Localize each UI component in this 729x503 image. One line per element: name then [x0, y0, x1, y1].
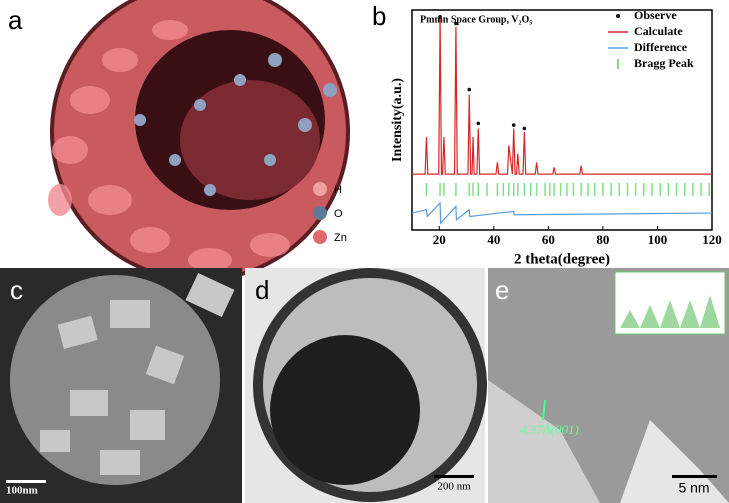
chart-title: Pmmn Space Group, V₂O₅ [420, 14, 532, 25]
x-tick-label: 80 [596, 232, 609, 247]
data-point [438, 14, 442, 19]
panel-a: H O Zn a [8, 0, 350, 282]
sphere-inner [180, 80, 320, 200]
panel-d: d 200 nm [245, 268, 487, 503]
legend-label: Difference [634, 40, 688, 54]
panel-label: c [10, 275, 23, 305]
data-point [454, 21, 458, 26]
data-point [476, 121, 481, 126]
legend-o-marker [313, 206, 327, 220]
legend-marker [616, 14, 620, 18]
hrtem-region [620, 420, 729, 503]
data-point [522, 126, 527, 131]
series-line [411, 201, 713, 225]
scale-label: 100nm [6, 485, 38, 497]
legend-label: Zn [334, 232, 347, 244]
legend-label: O [334, 208, 343, 220]
particles [48, 20, 290, 272]
panel-label: a [8, 5, 23, 35]
scale-label: 5 nm [678, 480, 709, 496]
tem-core [270, 335, 420, 485]
scale-bar [434, 475, 474, 478]
panel-label: d [255, 275, 269, 305]
panel-e: 4.37Å(001) e 5 nm [488, 268, 729, 503]
sem-flakes [40, 272, 235, 475]
data-point [467, 87, 472, 92]
y-axis-title: Intensity(a.u.) [390, 78, 405, 162]
inset-profile [620, 295, 720, 328]
x-tick-label: 60 [542, 232, 555, 247]
legend-label: H [334, 184, 342, 196]
panel-b: b Pmmn Space Group, V₂O₅ 2 theta(degree)… [372, 1, 722, 268]
x-tick-label: 100 [648, 232, 668, 247]
series-line [412, 18, 712, 175]
legend-label: Observe [634, 8, 677, 22]
scale-bar [6, 480, 46, 483]
annotation: 4.37Å(001) [520, 422, 579, 437]
x-axis-title: 2 theta(degree) [514, 251, 610, 267]
legend-zn-marker [313, 230, 327, 244]
hrtem-region [488, 380, 600, 503]
x-tick-label: 40 [487, 232, 500, 247]
legend-h-marker [313, 182, 327, 196]
x-tick-label: 120 [702, 232, 722, 247]
fringe-marker [542, 399, 546, 421]
panel-label: e [495, 275, 509, 305]
data-point [511, 123, 516, 127]
plot-frame [411, 9, 713, 231]
legend-label: Bragg Peak [634, 56, 694, 70]
panel-c: c 100nm [0, 268, 242, 503]
molecules [134, 53, 337, 196]
x-tick-label: 20 [433, 232, 446, 247]
panel-label: b [372, 1, 386, 31]
scale-label: 200 nm [437, 481, 471, 493]
scale-bar [672, 475, 717, 478]
legend-label: Calculate [634, 24, 683, 38]
